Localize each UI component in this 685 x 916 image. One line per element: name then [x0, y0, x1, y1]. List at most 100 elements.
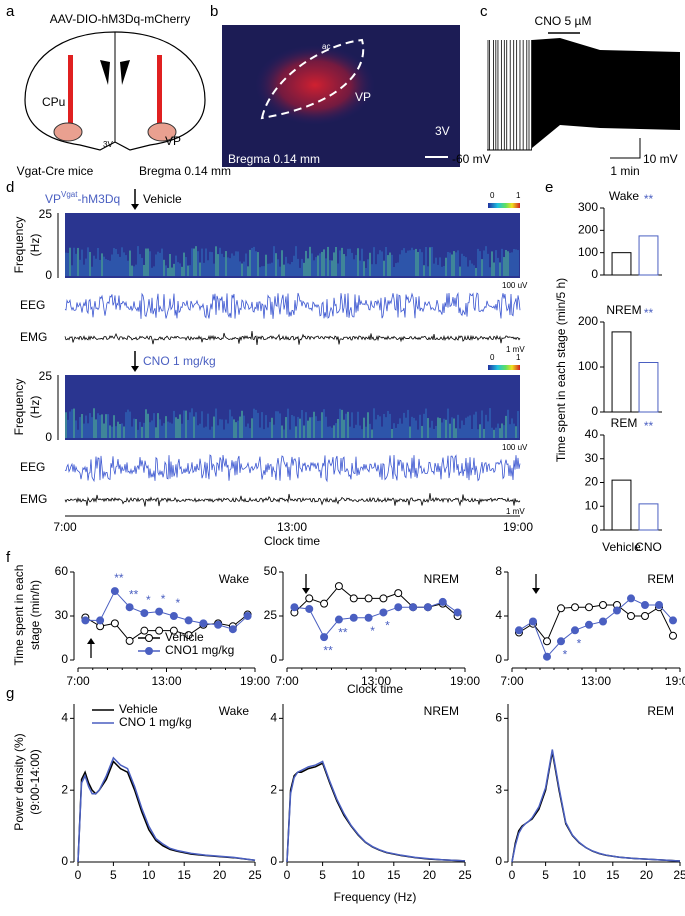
spectrogram-column: [319, 420, 321, 438]
spectrogram-column: [295, 246, 297, 276]
spectrogram-column: [159, 252, 161, 276]
significance: *: [563, 647, 568, 661]
spectrogram-column: [481, 259, 483, 276]
y-axis-title: Power density (%): [12, 733, 26, 830]
spectrogram-column: [225, 419, 227, 438]
spectrogram-column: [105, 259, 107, 276]
spectrogram-column: [205, 426, 207, 438]
spectrogram-column: [303, 262, 305, 276]
spectrogram-column: [101, 414, 103, 438]
x-tick-label: 5: [542, 868, 549, 882]
spectrogram-column: [157, 413, 159, 438]
spectrogram-column: [425, 246, 427, 276]
spectrogram-column: [487, 421, 489, 438]
panel-label: d: [6, 179, 14, 196]
spectrogram-label: (Hz): [28, 234, 42, 257]
spectrogram-column: [159, 419, 161, 438]
spectrogram-column: [75, 253, 77, 276]
spectrogram-column: [325, 416, 327, 438]
spectrogram-column: [155, 254, 157, 276]
spectrogram-column: [227, 257, 229, 276]
spectrogram-column: [389, 252, 391, 276]
spectrogram-column: [391, 428, 393, 438]
spectrogram-column: [213, 416, 215, 438]
marker: [529, 617, 537, 626]
spectrogram-column: [239, 416, 241, 438]
colorbar-tick: 1: [516, 353, 521, 362]
spectrogram-column: [157, 251, 159, 276]
spectrogram-column: [279, 266, 281, 276]
spectrogram-column: [309, 246, 311, 276]
bar: [638, 503, 659, 531]
marker: [669, 631, 677, 640]
spectrogram-column: [105, 414, 107, 438]
spectrogram-column: [241, 410, 243, 438]
spectrogram-column: [73, 408, 75, 438]
spectrogram-column: [327, 246, 329, 276]
x-tick-label: 15: [387, 868, 401, 882]
spectrogram-column: [231, 416, 233, 438]
marker: [627, 612, 635, 620]
treatment-label: CNO 1 mg/kg: [143, 354, 216, 368]
y-tick-label: 0: [495, 652, 502, 666]
spectrogram-column: [453, 418, 455, 438]
spectrogram-column: [335, 423, 337, 438]
marker: [641, 612, 649, 620]
significance: **: [644, 192, 654, 206]
spectrogram-column: [511, 418, 513, 438]
marker: [394, 589, 403, 598]
marker: [110, 587, 119, 596]
bar: [611, 252, 632, 276]
spectrogram-column: [399, 254, 401, 276]
spectrogram-column: [121, 423, 123, 438]
spectrogram-column: [379, 250, 381, 276]
cannula: [68, 55, 73, 130]
spectrogram-column: [447, 408, 449, 438]
x-axis-title: Clock time: [347, 682, 403, 696]
spectrogram-column: [335, 246, 337, 276]
spectrogram-column: [343, 419, 345, 438]
series-line: [518, 597, 674, 658]
spectrogram-column: [143, 264, 145, 276]
spectrogram-column: [447, 251, 449, 276]
spectrogram-column: [259, 267, 261, 276]
spectrogram-column: [171, 423, 173, 438]
spectrogram-column: [191, 408, 193, 438]
spectrogram-column: [289, 264, 291, 276]
spectrogram-column: [311, 253, 313, 276]
spectrogram-column: [243, 261, 245, 276]
spectrogram-column: [463, 256, 465, 276]
marker: [557, 637, 565, 646]
spectrogram-column: [161, 425, 163, 438]
x-tick-label: 13:00: [277, 520, 307, 534]
vp-outline: [260, 38, 365, 120]
spectrogram-column: [435, 257, 437, 276]
x-tick-label: 7:00: [500, 674, 524, 688]
spectrogram-column: [163, 259, 165, 276]
spectrogram-column: [211, 252, 213, 276]
spectrogram-column: [479, 251, 481, 276]
baseline-label: -60 mV: [452, 152, 491, 166]
significance: *: [385, 619, 390, 633]
eeg-trace: [64, 292, 521, 319]
spectrogram-column: [205, 248, 207, 276]
spectrogram-column: [491, 251, 493, 276]
spectrogram-column: [433, 428, 435, 438]
spectrogram-column: [153, 413, 155, 438]
spectrogram-column: [249, 249, 251, 276]
spectrogram-column: [173, 263, 175, 276]
marker: [641, 601, 649, 609]
spectrogram-column: [137, 246, 139, 276]
spectrogram-column: [215, 408, 217, 438]
spectrogram-column: [477, 429, 479, 438]
marker: [155, 607, 164, 616]
marker: [627, 594, 635, 603]
spectrogram-column: [327, 426, 329, 438]
spectrogram-column: [255, 409, 257, 438]
spectrogram-column: [77, 247, 79, 276]
spectrogram-column: [399, 418, 401, 438]
spectrogram-column: [483, 428, 485, 438]
colorbar-tick: 0: [490, 353, 495, 362]
spectrogram-column: [419, 249, 421, 276]
